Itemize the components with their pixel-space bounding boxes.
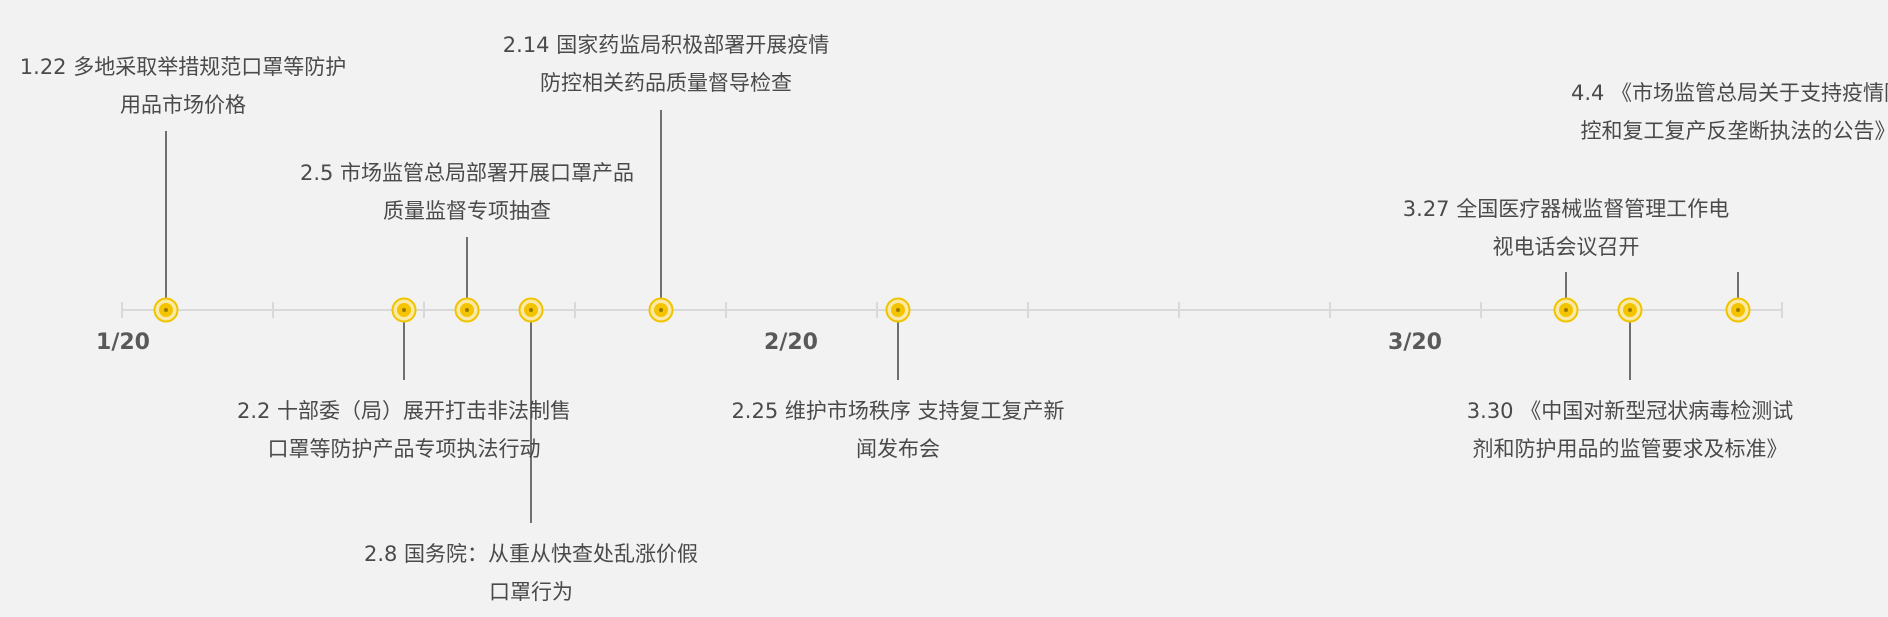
- event-label-line: 1.22 多地采取举措规范口罩等防护: [20, 55, 346, 79]
- event-label-line: 2.8 国务院：从重从快查处乱涨价假: [364, 542, 698, 566]
- marker-center: [1564, 308, 1568, 312]
- marker-center: [164, 308, 168, 312]
- event-label-line: 剂和防护用品的监管要求及标准》: [1473, 437, 1788, 461]
- event-marker[interactable]: [648, 297, 674, 323]
- event-marker[interactable]: [1617, 297, 1643, 323]
- event-label-line: 2.14 国家药监局积极部署开展疫情: [503, 33, 829, 57]
- marker-center: [529, 308, 533, 312]
- marker-center: [402, 308, 406, 312]
- event-label-line: 口罩等防护产品专项执法行动: [268, 437, 541, 461]
- event-marker[interactable]: [885, 297, 911, 323]
- marker-center: [896, 308, 900, 312]
- event-marker[interactable]: [518, 297, 544, 323]
- axis-date-label: 1/20: [96, 330, 150, 355]
- event-label-line: 2.5 市场监管总局部署开展口罩产品: [300, 161, 634, 185]
- event-label-line: 用品市场价格: [120, 93, 246, 117]
- axis-labels: 1/20 2/20 3/20: [96, 330, 1442, 355]
- event-label-line: 3.30 《中国对新型冠状病毒检测试: [1467, 399, 1793, 423]
- event-markers: [153, 297, 1751, 323]
- event-marker[interactable]: [454, 297, 480, 323]
- event-label-line: 口罩行为: [489, 580, 573, 604]
- axis-date-label: 3/20: [1388, 330, 1442, 355]
- event-label-line: 2.25 维护市场秩序 支持复工复产新: [731, 399, 1064, 423]
- event-marker[interactable]: [1725, 297, 1751, 323]
- marker-center: [1736, 308, 1740, 312]
- event-label-line: 视电话会议召开: [1493, 235, 1640, 259]
- event-label-line: 质量监督专项抽查: [383, 199, 551, 223]
- marker-center: [659, 308, 663, 312]
- event-marker[interactable]: [391, 297, 417, 323]
- event-label-line: 3.27 全国医疗器械监督管理工作电: [1403, 197, 1729, 221]
- event-label-line: 控和复工复产反垄断执法的公告》: [1581, 119, 1888, 143]
- event-label-line: 防控相关药品质量督导检查: [540, 71, 792, 95]
- axis-date-label: 2/20: [764, 330, 818, 355]
- event-marker[interactable]: [1553, 297, 1579, 323]
- event-label-line: 2.2 十部委（局）展开打击非法制售: [237, 399, 571, 423]
- event-label-line: 4.4 《市场监管总局关于支持疫情防: [1571, 81, 1888, 105]
- event-label-line: 闻发布会: [856, 437, 940, 461]
- event-marker[interactable]: [153, 297, 179, 323]
- marker-center: [1628, 308, 1632, 312]
- marker-center: [465, 308, 469, 312]
